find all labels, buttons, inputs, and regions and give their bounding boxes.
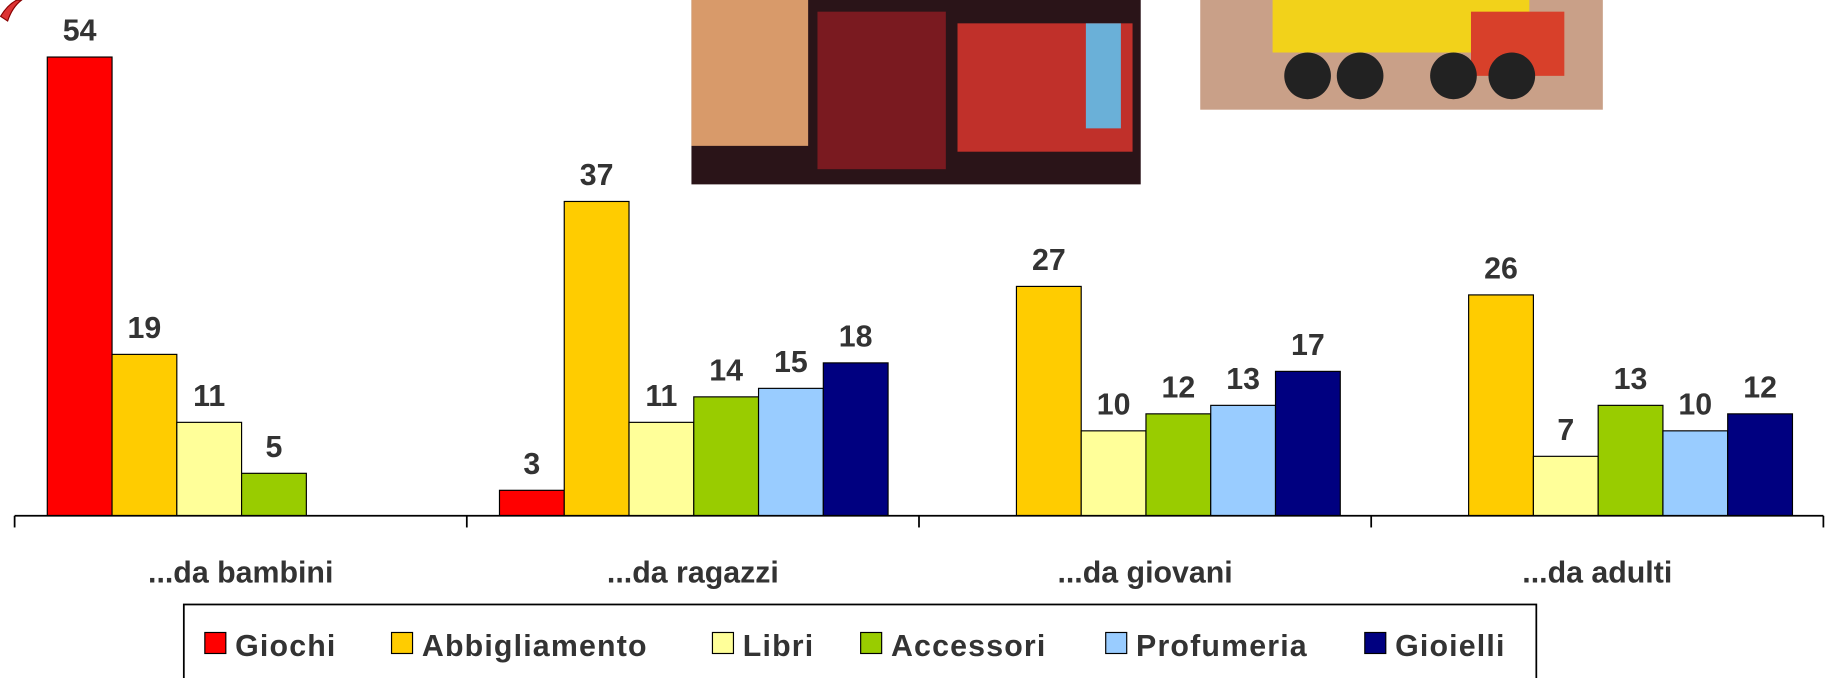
value-label: 54 [63,15,97,48]
value-label: 10 [1678,389,1712,422]
legend-label: Gioielli [1395,630,1505,663]
chart: 54 3 19 37 27 26 11 11 10 7 5 14 12 13 15 13 10 18 17 12...… [0,0,1831,678]
value-label: 3 [523,448,540,481]
value-label: 18 [839,321,873,354]
bar [499,490,564,515]
value-label: 37 [580,159,614,192]
value-label: 19 [128,312,162,345]
bar [1016,286,1081,515]
legend-label: Abbigliamento [422,630,648,663]
bar [759,388,824,515]
value-label: 14 [709,355,743,388]
bar [1146,414,1211,516]
value-label: 13 [1226,363,1260,396]
bar [1081,431,1146,516]
value-label: 11 [193,380,225,413]
value-label: 7 [1557,414,1574,447]
legend-label: Libri [743,630,815,663]
legend-label: Giochi [235,630,336,663]
decoration [1,0,22,21]
legend-swatch [205,632,226,653]
bar [1469,295,1534,516]
bar [1728,414,1793,516]
x-tick-label: ...da bambini [148,556,333,589]
bar [177,422,242,515]
bar [1598,405,1663,515]
value-label: 27 [1032,244,1066,277]
photo-truck [1200,0,1603,110]
bar [1533,456,1598,515]
legend-swatch [1106,632,1127,653]
bar [823,363,888,516]
value-label: 10 [1097,389,1131,422]
photo-girl [691,0,1140,184]
bar [242,473,307,515]
x-tick-label: ...da ragazzi [607,556,779,589]
value-label: 13 [1614,363,1648,396]
value-label: 15 [774,346,808,379]
bar [564,201,629,515]
bar [1276,371,1341,515]
bar [1211,405,1276,515]
legend-swatch [712,632,733,653]
bar [112,354,177,515]
value-label: 5 [266,431,283,464]
value-label: 12 [1161,372,1195,405]
legend-swatch [392,632,413,653]
legend-swatch [1365,632,1386,653]
bar [1663,431,1728,516]
bar [629,422,694,515]
value-label: 12 [1743,372,1777,405]
legend-label: Profumeria [1136,630,1308,663]
value-label: 26 [1484,253,1518,286]
value-label: 17 [1291,329,1325,362]
bar [47,57,112,516]
x-tick-label: ...da giovani [1057,556,1232,589]
legend-label: Accessori [891,630,1046,663]
legend-swatch [861,632,882,653]
bar [694,397,759,516]
x-tick-label: ...da adulti [1522,556,1672,589]
value-label: 11 [645,380,677,413]
